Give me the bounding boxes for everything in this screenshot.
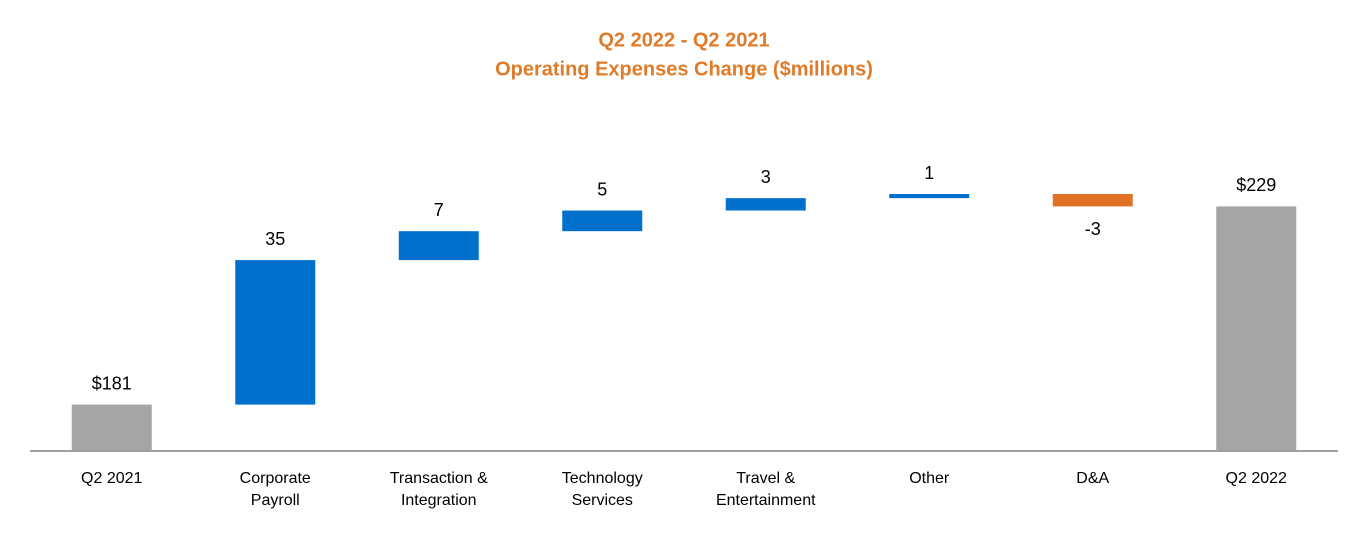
x-tick-label: Transaction & Integration — [389, 470, 488, 509]
value-label: $229 — [1236, 175, 1276, 195]
value-label: $181 — [92, 373, 132, 393]
bar — [889, 194, 970, 199]
x-tick-label: Q2 2022 — [1225, 470, 1287, 487]
bar — [235, 260, 316, 405]
bar — [398, 231, 479, 261]
bar — [725, 198, 806, 211]
value-label: 3 — [761, 167, 771, 187]
x-tick-label: Travel & Entertainment — [715, 470, 816, 509]
value-label: 5 — [597, 179, 607, 199]
bar — [71, 404, 152, 450]
value-label: 7 — [434, 200, 444, 220]
chart-subtitle: Operating Expenses Change ($millions) — [495, 58, 873, 80]
value-label: -3 — [1085, 219, 1101, 239]
x-tick-label: D&A — [1076, 470, 1110, 487]
x-tick-label: Technology Services — [561, 470, 643, 509]
x-tick-label: Q2 2021 — [81, 470, 143, 487]
value-label: 35 — [265, 229, 285, 249]
bar — [1216, 206, 1297, 450]
x-tick-label: Other — [909, 470, 950, 487]
chart-title: Q2 2022 - Q2 2021 — [598, 29, 769, 51]
x-tick-label: Corporate Payroll — [239, 470, 311, 509]
value-label: 1 — [924, 163, 934, 183]
bar — [1052, 194, 1133, 207]
bar — [562, 210, 643, 232]
